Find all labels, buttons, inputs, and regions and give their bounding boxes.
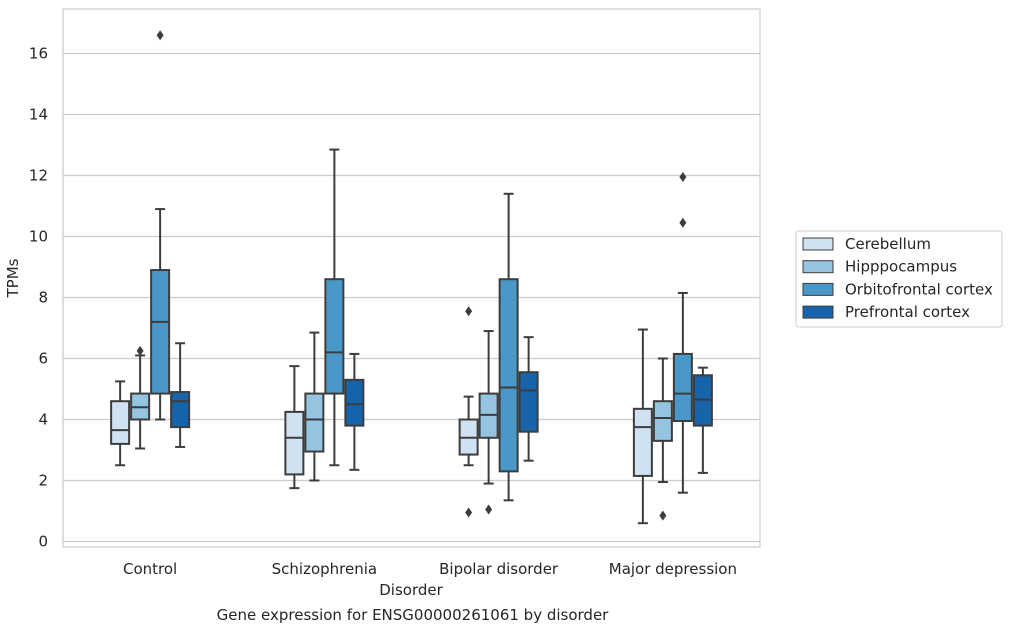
box-body xyxy=(498,278,519,473)
boxes xyxy=(110,30,713,525)
y-tick-label: 12 xyxy=(29,167,48,185)
box-group xyxy=(130,345,151,450)
box-group xyxy=(652,357,673,521)
y-tick-labels: 0 2 4 6 8 10 12 14 16 xyxy=(29,45,48,551)
box-group xyxy=(498,192,519,502)
legend-swatch xyxy=(802,260,834,274)
outlier-point xyxy=(465,306,473,317)
outlier-point xyxy=(485,504,493,515)
outlier-point xyxy=(679,217,687,228)
legend-label: Cerebellum xyxy=(845,235,931,253)
box-body xyxy=(652,400,673,442)
outlier-point xyxy=(679,172,687,183)
legend-label: Prefrontal cortex xyxy=(845,303,970,321)
box-body xyxy=(150,269,171,395)
y-axis-label: TPMs xyxy=(4,258,22,298)
box-body xyxy=(110,400,131,445)
box-group xyxy=(518,336,539,462)
legend-swatch xyxy=(802,237,834,251)
box-body xyxy=(632,407,653,477)
outlier-point xyxy=(659,510,667,521)
x-tick-label: Control xyxy=(123,560,177,578)
legend-label: Hipppocampus xyxy=(845,258,957,276)
box-group xyxy=(344,352,365,471)
box-group xyxy=(458,306,479,518)
legend-frame xyxy=(795,230,1003,328)
legend-label: Orbitofrontal cortex xyxy=(845,280,993,298)
box-group xyxy=(304,331,325,482)
box-group xyxy=(150,30,171,421)
box-body xyxy=(170,391,191,429)
x-tick-label: Schizophrenia xyxy=(272,560,377,578)
outlier-point xyxy=(136,345,144,356)
legend-items: Cerebellum Hipppocampus Orbitofrontal cort… xyxy=(802,235,993,321)
box-group xyxy=(478,330,499,515)
x-tick-label: Bipolar disorder xyxy=(439,560,559,578)
y-tick-label: 0 xyxy=(38,533,48,551)
x-tick-labels: Control Schizophrenia Bipolar disorder Majo… xyxy=(123,560,737,578)
legend-swatch xyxy=(802,282,834,296)
box-body xyxy=(518,371,539,433)
y-tick-label: 4 xyxy=(38,411,48,429)
box-group xyxy=(672,172,693,494)
box-group xyxy=(632,328,653,525)
box-group xyxy=(110,380,131,467)
y-tick-label: 6 xyxy=(38,350,48,368)
plot-area-frame xyxy=(62,8,761,548)
outlier-point xyxy=(156,30,164,41)
box-group xyxy=(692,366,713,474)
box-body xyxy=(344,378,365,427)
x-axis-label: Disorder xyxy=(379,581,443,599)
y-tick-label: 16 xyxy=(29,45,48,63)
legend: Cerebellum Hipppocampus Orbitofrontal cort… xyxy=(795,230,1003,328)
chart-caption: Gene expression for ENSG00000261061 by d… xyxy=(216,606,609,624)
box-group xyxy=(170,342,191,448)
y-tick-label: 2 xyxy=(38,472,48,490)
outlier-point xyxy=(465,507,473,518)
box-body xyxy=(304,392,325,453)
box-body xyxy=(672,352,693,423)
box-body xyxy=(284,410,305,476)
y-tick-label: 10 xyxy=(29,228,48,246)
y-tick-label: 8 xyxy=(38,289,48,307)
x-tick-label: Major depression xyxy=(609,560,737,578)
box-body xyxy=(324,278,345,395)
legend-swatch xyxy=(802,305,834,319)
y-tick-label: 14 xyxy=(29,106,48,124)
box-group xyxy=(284,365,305,490)
box-group xyxy=(324,148,345,467)
